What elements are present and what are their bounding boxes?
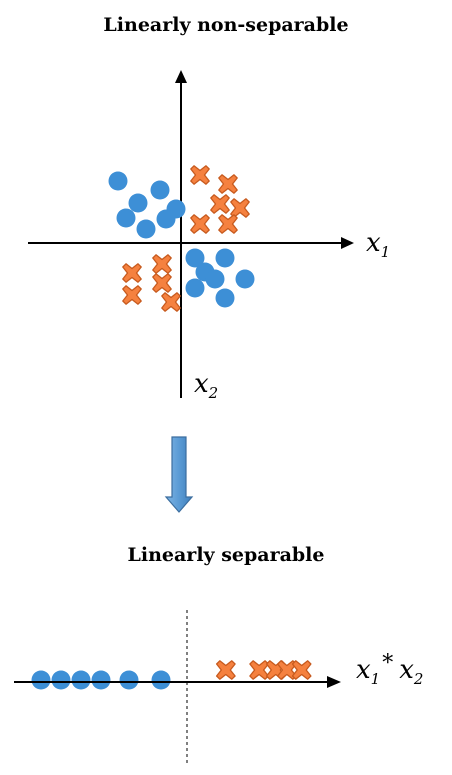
top-axes [28,70,354,398]
top-cross-point-9 [122,285,142,305]
bottom-cross-point-1 [249,660,270,680]
x2-axis-label: x2 [194,369,218,402]
x1-axis-arrowhead [341,237,354,249]
top-circle-point-10 [205,269,225,289]
product-axis-label: x1* x2 [356,651,423,688]
top-circle-point-1 [150,180,170,200]
top-circle-point-11 [235,269,255,289]
top-cross-point-1 [218,174,238,194]
top-cross-point-3 [230,198,250,218]
top-circle-point-2 [128,193,148,213]
product-axis-arrowhead [327,676,341,688]
x2-axis-arrowhead [175,70,187,83]
top-circle-point-4 [116,208,136,228]
top-circle-point-13 [215,288,235,308]
title-linearly-non-separable: Linearly non-separable [103,14,349,36]
x2-label-sub: 2 [208,384,219,402]
top-cross-point-6 [152,254,172,274]
top-circle-point-7 [185,248,205,268]
top-cross-point-8 [152,273,172,293]
bottom-axis-group [14,676,341,688]
top-circle-point-6 [136,219,156,239]
product-label-op: * [382,651,393,676]
top-cross-point-7 [122,263,142,283]
product-label-b-sub: 2 [413,670,424,688]
top-cross-point-0 [190,165,210,185]
down-arrow [164,436,194,513]
bottom-circle-point-5 [151,670,171,690]
bottom-cross-point-4 [291,660,312,680]
bottom-circle-point-3 [91,670,111,690]
product-label-a-sub: 1 [371,670,381,688]
top-circle-point-8 [215,248,235,268]
bottom-circle-point-1 [51,670,71,690]
top-circle-point-5 [156,209,176,229]
top-cross-point-4 [190,214,210,234]
bottom-projection-markers [31,660,312,690]
top-circle-point-0 [108,171,128,191]
x1-label-sub: 1 [381,243,391,261]
bottom-cross-point-0 [215,660,236,680]
down-arrow-shape [164,436,194,513]
bottom-circle-point-0 [31,670,51,690]
bottom-circle-point-2 [71,670,91,690]
top-circle-point-12 [185,278,205,298]
bottom-circle-point-4 [119,670,139,690]
product-label-b: x [399,655,414,685]
title-linearly-separable: Linearly separable [127,544,325,566]
top-cross-point-2 [210,194,230,214]
top-cross-point-5 [218,214,238,234]
top-scatter-markers [108,165,255,312]
product-label-a: x [356,655,371,685]
x2-label-main: x [194,369,209,399]
top-cross-point-10 [161,292,181,312]
x1-label-main: x [366,228,381,258]
x1-axis-label: x1 [366,228,390,261]
